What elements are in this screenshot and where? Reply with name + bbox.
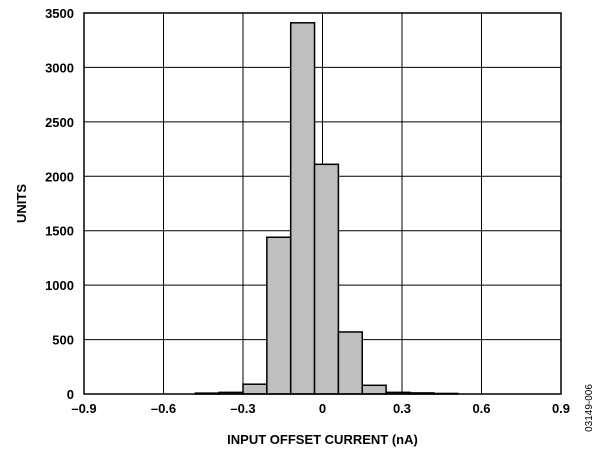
y-tick-label: 3000	[45, 60, 74, 75]
histogram-bar	[289, 22, 316, 395]
x-axis-label: INPUT OFFSET CURRENT (nA)	[227, 432, 418, 447]
figure-id: 03149-006	[584, 384, 595, 432]
y-tick-label: 3500	[45, 6, 74, 21]
y-tick-label: 0	[67, 387, 74, 402]
y-axis-label: UNITS	[14, 184, 29, 223]
x-tick-labels: –0.9 –0.6 –0.3 0 0.3 0.6 0.9	[71, 401, 570, 416]
x-tick-label: –0.6	[151, 401, 176, 416]
y-tick-label: 2000	[45, 169, 74, 184]
plot-frame	[83, 12, 562, 395]
histogram-bar	[361, 384, 387, 395]
histogram-bar	[313, 163, 340, 395]
x-tick-label: 0.9	[552, 401, 570, 416]
x-tick-label: 0.3	[393, 401, 411, 416]
histogram-bar	[337, 331, 363, 395]
histogram-bar	[266, 236, 292, 395]
y-tick-label: 2500	[45, 115, 74, 130]
y-tick-labels: 0 500 1000 1500 2000 2500 3000 3500	[45, 6, 74, 402]
histogram-bar	[242, 383, 268, 395]
histogram-bars	[194, 22, 459, 395]
y-tick-label: 1500	[45, 224, 74, 239]
y-tick-label: 500	[52, 333, 74, 348]
x-tick-label: –0.9	[71, 401, 96, 416]
x-tick-label: 0	[319, 401, 326, 416]
x-tick-label: –0.3	[230, 401, 255, 416]
y-tick-label: 1000	[45, 278, 74, 293]
x-tick-label: 0.6	[472, 401, 490, 416]
